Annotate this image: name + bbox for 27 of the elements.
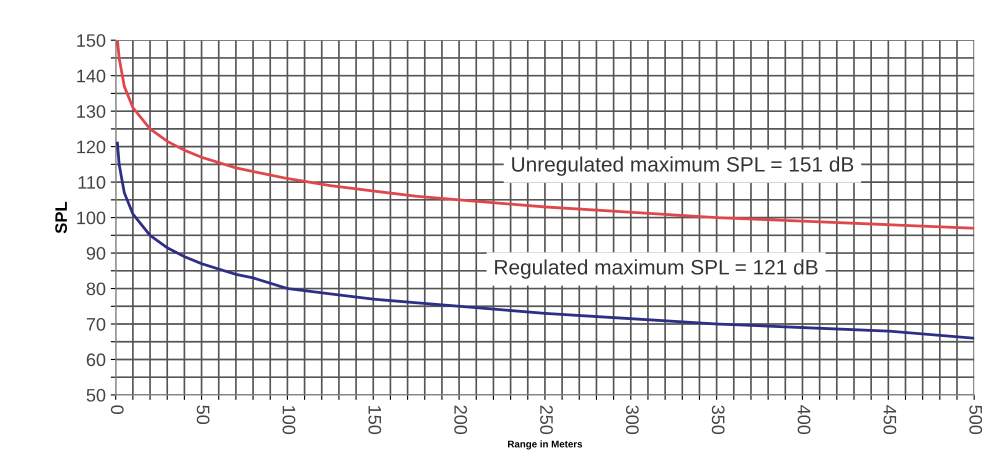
annotation: Regulated maximum SPL = 121 dB	[495, 259, 818, 279]
x-tick-label: 250	[540, 406, 553, 434]
x-tick-label: 500	[969, 405, 982, 434]
y-tick-label: 120	[77, 140, 106, 154]
y-axis-title: SPL	[55, 202, 68, 234]
x-tick-label: 300	[626, 405, 639, 434]
line-series	[116, 142, 974, 340]
x-tick-label: 0	[110, 405, 124, 414]
y-tick-label: 140	[77, 70, 106, 82]
y-tick-label: 70	[86, 318, 106, 331]
y-tick-label: 150	[77, 34, 106, 47]
x-tick-label: 200	[454, 406, 468, 434]
annotation: Unregulated maximum SPL = 151 dB	[512, 156, 854, 176]
x-tick-label: 150	[368, 406, 382, 434]
x-tick-label: 450	[883, 405, 896, 434]
y-tick-label: 80	[86, 282, 106, 296]
x-tick-label: 400	[798, 405, 810, 434]
y-tick-label: 110	[78, 176, 106, 189]
x-tick-label: 50	[196, 405, 210, 424]
y-tick-label: 50	[86, 388, 106, 402]
y-tick-label: 130	[77, 105, 106, 118]
y-tick-label: 90	[86, 246, 106, 260]
x-axis-title: Range in Meters	[508, 440, 582, 450]
y-tick-label: 100	[77, 212, 106, 224]
x-tick-label: 100	[282, 406, 296, 434]
x-tick-label: 350	[712, 405, 725, 434]
y-tick-label: 60	[86, 353, 106, 366]
